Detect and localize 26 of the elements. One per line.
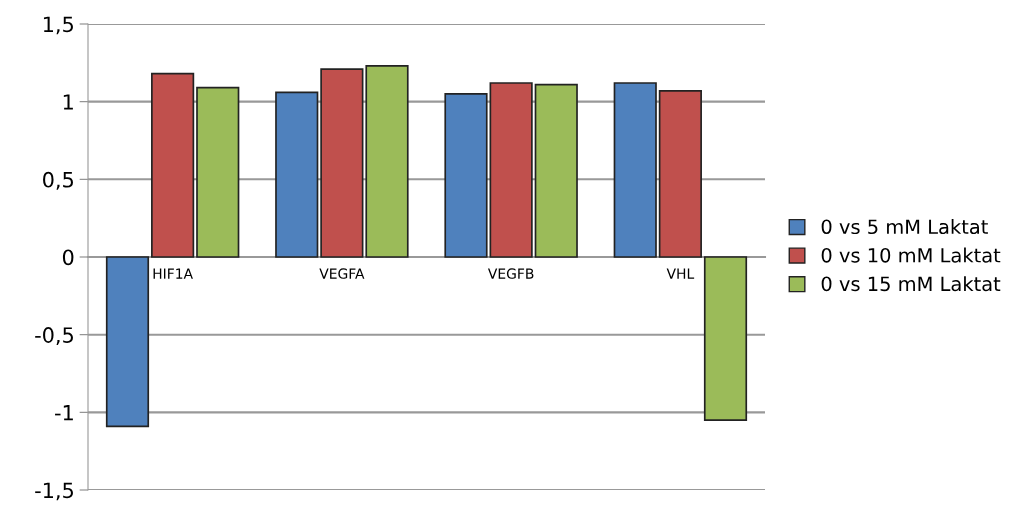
bar [275,91,319,258]
bar [365,65,409,258]
x-tick-label: VEGFB [487,268,534,279]
y-tick-label: -0,5 [35,327,73,345]
bar [196,86,240,258]
y-tick-label: 0 [62,249,74,266]
y-tick-label: -1,5 [35,482,73,501]
bar [151,72,195,258]
y-tick-label: 0,5 [43,171,73,190]
bar [320,68,364,258]
bar [703,256,748,421]
x-tick-label: HIF1A [153,268,193,279]
legend-label: 0 vs 15 mM Laktat [821,276,1001,292]
bar [613,82,657,258]
bar [105,256,150,428]
legend-label: 0 vs 10 mM Laktat [821,247,1001,263]
x-tick-label: VEGFA [319,268,365,279]
x-tick-label: VHL [666,268,695,279]
y-tick-label: 1 [63,94,73,110]
y-tick-label: 1,5 [43,16,73,35]
legend-label: 0 vs 5 mM Laktat [821,219,988,235]
bar [444,93,488,258]
y-tick-label: -1 [55,405,73,421]
bar [489,82,533,258]
bar [534,83,578,258]
bar [658,89,702,258]
